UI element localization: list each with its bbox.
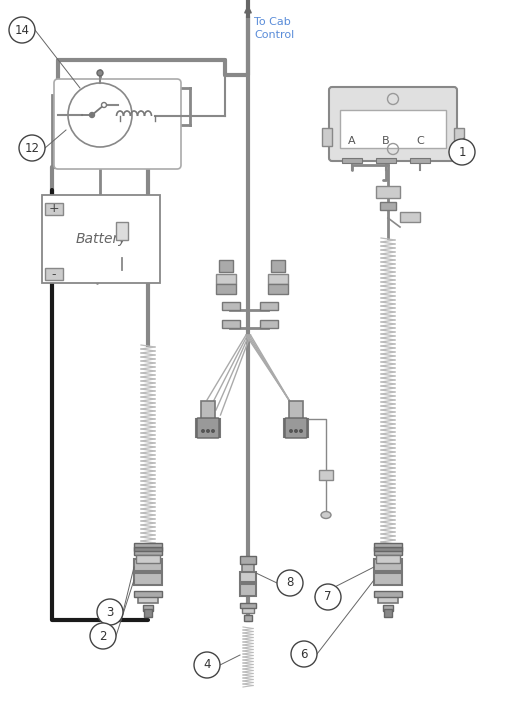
- Bar: [318, 470, 332, 480]
- Circle shape: [68, 83, 132, 147]
- Text: 7: 7: [324, 590, 331, 604]
- Bar: [260, 320, 277, 328]
- Bar: [373, 591, 401, 597]
- Bar: [375, 158, 395, 163]
- Circle shape: [293, 429, 297, 433]
- Bar: [373, 547, 401, 555]
- Circle shape: [289, 429, 293, 433]
- Circle shape: [315, 584, 341, 610]
- Circle shape: [276, 570, 302, 596]
- Bar: [267, 284, 288, 294]
- Bar: [201, 401, 215, 419]
- Circle shape: [193, 652, 219, 678]
- Circle shape: [101, 102, 106, 107]
- Bar: [260, 302, 277, 310]
- Text: 3: 3: [106, 606, 114, 618]
- Bar: [379, 202, 395, 210]
- Bar: [195, 419, 219, 437]
- Bar: [373, 547, 401, 551]
- Bar: [143, 605, 153, 611]
- Circle shape: [448, 139, 474, 165]
- Bar: [240, 572, 256, 582]
- Text: Battery: Battery: [75, 232, 127, 246]
- Bar: [399, 212, 419, 222]
- Bar: [270, 260, 285, 272]
- Bar: [453, 128, 463, 146]
- Bar: [144, 609, 152, 617]
- Bar: [383, 609, 391, 617]
- Text: 6: 6: [300, 648, 307, 660]
- Text: C: C: [415, 136, 423, 146]
- Text: To Cab: To Cab: [253, 17, 290, 27]
- Text: +: +: [48, 203, 59, 215]
- Bar: [134, 591, 162, 597]
- FancyBboxPatch shape: [328, 87, 456, 161]
- Bar: [42, 195, 160, 283]
- Circle shape: [97, 599, 123, 625]
- Bar: [240, 584, 256, 596]
- Bar: [138, 595, 158, 603]
- Circle shape: [291, 641, 317, 667]
- Text: 4: 4: [203, 658, 210, 672]
- FancyBboxPatch shape: [196, 418, 218, 438]
- Bar: [373, 543, 401, 547]
- Bar: [136, 555, 160, 563]
- Bar: [134, 543, 162, 547]
- Bar: [375, 186, 399, 198]
- Bar: [134, 547, 162, 551]
- Circle shape: [206, 429, 210, 433]
- Bar: [242, 605, 253, 613]
- Text: 14: 14: [14, 24, 30, 36]
- Bar: [216, 284, 236, 294]
- Circle shape: [201, 429, 205, 433]
- Bar: [289, 401, 302, 419]
- Bar: [218, 260, 233, 272]
- Bar: [134, 547, 162, 555]
- Bar: [45, 203, 63, 215]
- Text: 2: 2: [99, 629, 106, 643]
- Text: -: -: [51, 268, 56, 282]
- Bar: [221, 302, 240, 310]
- Circle shape: [19, 135, 45, 161]
- Bar: [240, 603, 256, 608]
- Bar: [377, 595, 397, 603]
- Bar: [342, 158, 361, 163]
- Circle shape: [298, 429, 302, 433]
- Bar: [284, 419, 307, 437]
- FancyBboxPatch shape: [54, 79, 181, 169]
- Bar: [221, 320, 240, 328]
- Circle shape: [89, 112, 94, 118]
- Ellipse shape: [320, 512, 330, 519]
- Bar: [321, 128, 331, 146]
- Circle shape: [90, 623, 116, 649]
- Bar: [409, 158, 429, 163]
- Text: 8: 8: [286, 576, 293, 590]
- Circle shape: [211, 429, 215, 433]
- Bar: [242, 562, 253, 572]
- Text: Control: Control: [253, 30, 294, 40]
- Text: 12: 12: [24, 142, 39, 154]
- Bar: [382, 605, 392, 611]
- Bar: [243, 615, 251, 621]
- Bar: [216, 274, 236, 284]
- Circle shape: [9, 17, 35, 43]
- Bar: [373, 573, 401, 585]
- Bar: [373, 559, 401, 571]
- Bar: [134, 559, 162, 571]
- Bar: [267, 274, 288, 284]
- Bar: [240, 556, 256, 564]
- Text: 1: 1: [458, 146, 465, 158]
- Text: B: B: [381, 136, 389, 146]
- Bar: [116, 222, 128, 240]
- Circle shape: [97, 70, 103, 76]
- Bar: [340, 110, 445, 148]
- Bar: [134, 573, 162, 585]
- Bar: [45, 268, 63, 280]
- Text: A: A: [348, 136, 355, 146]
- Bar: [375, 555, 399, 563]
- FancyBboxPatch shape: [285, 418, 306, 438]
